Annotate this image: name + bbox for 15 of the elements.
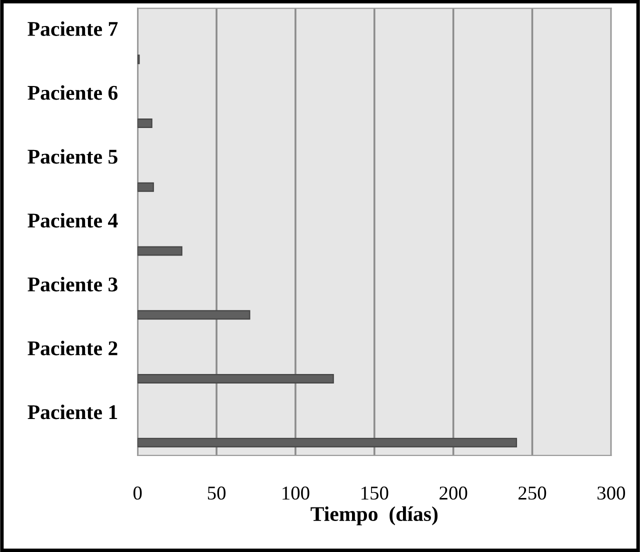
x-tick-label: 300 <box>598 486 626 500</box>
x-tick-label: 250 <box>518 486 546 500</box>
y-tick-label: Paciente 7 <box>28 21 118 36</box>
y-tick-label: Paciente 3 <box>28 276 118 292</box>
x-tick-label: 50 <box>208 486 226 500</box>
x-axis-title: Tiempo (días) <box>310 506 438 526</box>
y-tick-label: Paciente 1 <box>28 404 118 420</box>
y-tick-label: Paciente 6 <box>28 85 118 100</box>
x-tick-label: 0 <box>133 486 142 500</box>
y-tick-label: Paciente 4 <box>28 212 118 228</box>
x-tick-label: 200 <box>440 486 468 500</box>
x-tick-label: 100 <box>282 486 310 500</box>
y-tick-label: Paciente 2 <box>28 340 118 356</box>
x-tick-label: 150 <box>362 486 388 500</box>
y-tick-label: Paciente 5 <box>28 149 118 164</box>
